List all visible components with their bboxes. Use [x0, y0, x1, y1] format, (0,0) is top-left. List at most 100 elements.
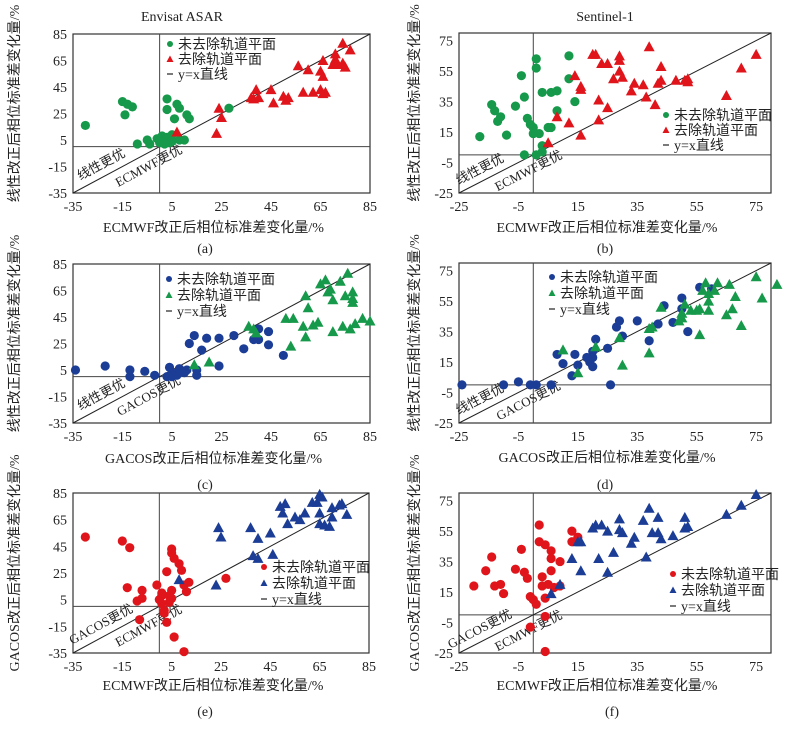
data-point-triangle [694, 303, 706, 314]
y-tick-label: 85 [53, 258, 67, 273]
data-point-triangle [649, 99, 661, 110]
data-point-circle [537, 572, 547, 582]
x-tick-label: 15 [571, 660, 585, 675]
y-tick-label: 75 [439, 495, 453, 510]
legend-triangle-marker [662, 126, 670, 133]
panel-caption: (f) [605, 705, 619, 720]
x-tick-label: 15 [571, 200, 585, 215]
panel-caption: (d) [597, 478, 614, 493]
legend-label: 未去除轨道平面 [177, 272, 275, 288]
data-point-triangle [602, 57, 614, 68]
data-point-circle [555, 556, 565, 567]
data-point-triangle [700, 277, 712, 288]
x-axis-label: GACOS改正后相位标准差变化量/% [105, 451, 322, 467]
x-tick-label: 25 [214, 660, 228, 675]
y-equals-x-line [458, 262, 772, 424]
data-point-circle [189, 330, 199, 341]
data-point-triangle [593, 553, 605, 564]
data-point-circle [614, 316, 625, 326]
data-point-triangle [643, 502, 655, 513]
y-axis-label: GACOS改正后相位标准差变化量/% [407, 454, 423, 671]
data-point-triangle [280, 312, 292, 323]
data-point-triangle [336, 498, 348, 509]
data-point-triangle [215, 531, 227, 542]
data-point-circle [513, 377, 524, 387]
legend-triangle-marker [669, 586, 677, 593]
y-tick-label: 85 [53, 487, 67, 502]
legend-label: y=x直线 [177, 303, 227, 320]
panel-caption: (a) [197, 242, 213, 257]
scatter-panel-d: -25 -5 15 35 55 75 -25 -5 15 35 55 75 GACOS改正后相位标准差变… [407, 234, 783, 493]
data-point-triangle [735, 319, 747, 330]
data-point-triangle [640, 91, 652, 102]
data-point-circle [179, 135, 189, 145]
x-tick-label: 15 [571, 430, 585, 445]
data-point-circle [570, 349, 580, 360]
x-tick-label: 35 [630, 660, 644, 675]
data-point-circle [516, 544, 527, 554]
x-tick-label: 65 [314, 200, 328, 215]
data-point-triangle [637, 79, 649, 90]
data-point-triangle [720, 89, 732, 100]
data-point-circle [150, 370, 160, 380]
x-tick-label: 5 [169, 200, 176, 215]
data-point-triangle [277, 507, 289, 518]
data-point-triangle [267, 548, 279, 559]
data-point-circle [127, 102, 137, 112]
data-point-triangle [299, 507, 311, 518]
data-point-circle [117, 536, 127, 546]
legend-label: 去除轨道平面 [681, 583, 765, 599]
data-point-triangle [563, 117, 575, 128]
data-point-circle [169, 632, 179, 642]
y-tick-label: 45 [53, 81, 67, 96]
data-point-circle [496, 112, 506, 122]
data-point-triangle [252, 532, 264, 543]
data-point-triangle [655, 61, 667, 72]
data-point-triangle [213, 522, 225, 533]
legend-label: y=x直线 [674, 137, 724, 154]
data-point-triangle [667, 530, 679, 541]
x-tick-label: -15 [113, 430, 132, 445]
data-point-triangle [252, 552, 264, 563]
plot-frame [458, 262, 772, 424]
plot-frame [458, 32, 772, 194]
series-orbit-plane-removed [545, 489, 762, 599]
data-point-circle [683, 326, 693, 337]
series-orbit-plane-removed [188, 267, 376, 370]
legend-label: y=x直线 [178, 66, 228, 83]
data-point-circle [588, 362, 598, 372]
data-point-circle [239, 344, 249, 354]
data-point-triangle [265, 84, 277, 95]
data-point-triangle [337, 320, 349, 331]
data-point-circle [510, 101, 521, 111]
data-point-triangle [613, 332, 625, 343]
data-point-circle [567, 526, 577, 536]
y-tick-label: 65 [53, 514, 67, 529]
x-tick-label: 35 [630, 430, 644, 445]
legend-label: 去除轨道平面 [674, 123, 758, 139]
x-tick-label: -5 [513, 660, 525, 675]
y-tick-label: 25 [53, 108, 67, 123]
data-point-triangle [590, 341, 602, 352]
data-point-circle [167, 593, 177, 603]
data-point-circle [546, 566, 556, 576]
data-point-triangle [285, 340, 297, 351]
panel-caption: (e) [197, 705, 213, 720]
series-orbit-plane-not-removed [469, 520, 583, 657]
data-point-circle [540, 611, 550, 622]
data-point-triangle [554, 578, 566, 589]
data-point-circle [169, 114, 180, 124]
y-axis-label: 线性改正后相位标准差变化量/% [407, 4, 423, 202]
panel-title: Sentinel-1 [576, 10, 634, 25]
x-axis-label: ECMWF改正后相位标准差变化量/% [497, 678, 718, 694]
data-point-triangle [339, 61, 351, 72]
data-point-triangle [575, 80, 587, 91]
scatter-panel-c: -35 -15 5 25 45 65 85 -35 -15 5 25 45 65 85 GACOS改正后相位… [7, 234, 377, 493]
data-point-triangle [613, 513, 625, 524]
data-point-triangle [349, 318, 361, 329]
panel-title: Envisat ASAR [141, 10, 224, 25]
data-point-triangle [593, 114, 605, 125]
